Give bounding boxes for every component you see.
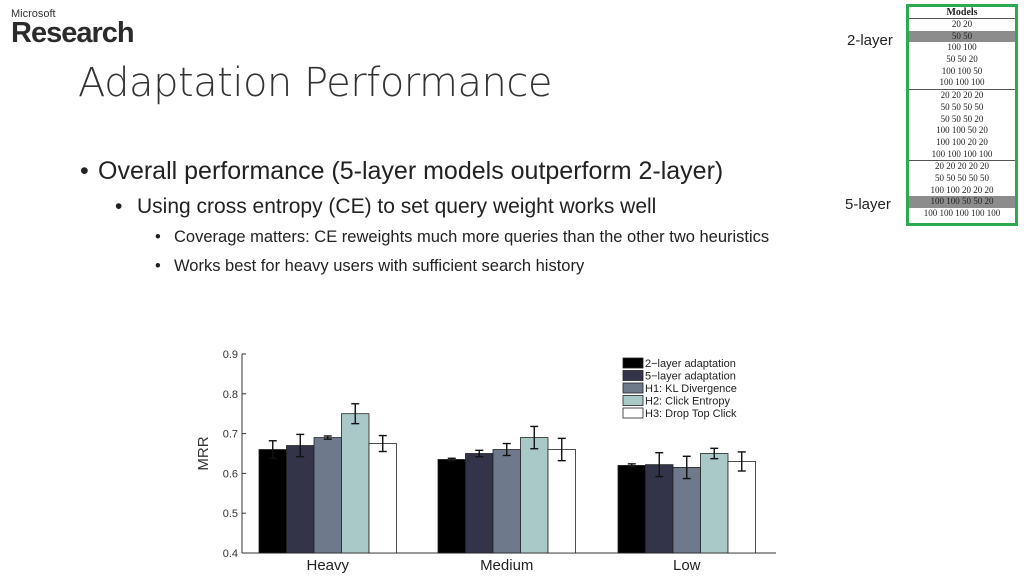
bar-low-3 [700,453,729,554]
bar-heavy-3 [341,413,370,554]
models-table-row: 50 50 50 50 [940,101,984,112]
bar-medium-1 [465,453,494,554]
models-table-row: 50 50 [909,30,1015,43]
bar-medium-0 [437,459,466,554]
legend-swatch [622,407,644,419]
y-tick-label: 0.7 [223,429,238,441]
models-table-row: 100 100 50 50 20 [909,196,1015,208]
legend-label: H1: KL Divergence [645,383,737,395]
models-table-row: 100 100 50 [941,65,983,76]
bar-medium-4 [547,449,576,554]
legend-swatch [622,395,644,406]
bar-low-2 [672,467,701,554]
x-tick-label: Medium [480,557,533,574]
bar-heavy-0 [258,449,287,554]
models-table-row: 50 50 50 20 [940,113,984,124]
bullet-level2: Using cross entropy (CE) to set query we… [115,195,656,219]
y-tick-label: 0.5 [223,508,238,520]
y-tick-label: 0.4 [223,548,238,560]
slide-title: Adaptation Performance [78,60,552,106]
models-table-row: 20 20 20 20 20 [909,160,1015,173]
models-table-row: 100 100 100 100 100 [923,208,1001,218]
y-tick-label: 0.8 [223,389,238,401]
bullet-level3-heavy-users: Works best for heavy users with sufficie… [155,257,584,276]
bar-low-4 [727,461,756,554]
microsoft-research-logo: Microsoft Research [11,8,135,49]
legend-label: H2: Click Entropy [645,396,730,408]
bar-medium-3 [520,437,549,554]
logo-research-text: Research [11,17,135,49]
legend-label: H3: Drop Top Click [645,408,737,420]
models-table-row: 100 100 [947,42,977,53]
x-tick-label: Heavy [306,557,349,574]
label-2-layer: 2-layer [847,32,893,49]
models-table-row: 50 50 20 [946,54,978,65]
logo-microsoft-text: Microsoft [11,8,56,20]
legend-label: 2−layer adaptation [645,358,736,370]
bullet-level1: Overall performance (5-layer models outp… [80,157,723,186]
bar-low-1 [645,464,674,554]
legend-swatch [622,357,644,369]
models-table-header: Models [909,7,1015,19]
y-axis-label: MRR [195,436,212,470]
bar-heavy-1 [286,445,315,554]
label-5-layer: 5-layer [845,196,891,213]
models-table-row: 100 100 50 20 [936,125,988,136]
models-table: Models 20 20 50 50 100 100 50 50 20 100 100 … [906,4,1018,226]
models-table-row: 100 100 20 20 [936,136,988,147]
legend-swatch [622,382,644,394]
y-tick-label: 0.9 [223,349,238,361]
bar-low-0 [617,465,646,554]
bar-heavy-2 [313,437,342,554]
models-table-row: 100 100 100 [939,77,985,88]
legend-swatch [622,370,644,381]
models-table-row: 20 20 [951,19,973,29]
bar-medium-2 [492,449,521,554]
bullet-level3-coverage: Coverage matters: CE reweights much more… [155,228,769,247]
mrr-bar-chart: 0.4 0.5 0.6 0.7 0.8 0.9 MRR Heavy Medium Low 2−lay… [195,349,776,574]
y-tick-label: 0.6 [223,468,238,480]
legend-label: 5−layer adaptation [645,371,736,383]
models-table-row: 20 20 20 20 [909,89,1015,102]
models-table-row: 100 100 100 100 [931,148,993,159]
bar-heavy-4 [368,443,397,554]
models-table-row: 50 50 50 50 50 [935,172,989,183]
models-table-row: 100 100 20 20 20 [930,184,994,195]
x-tick-label: Low [673,557,701,574]
